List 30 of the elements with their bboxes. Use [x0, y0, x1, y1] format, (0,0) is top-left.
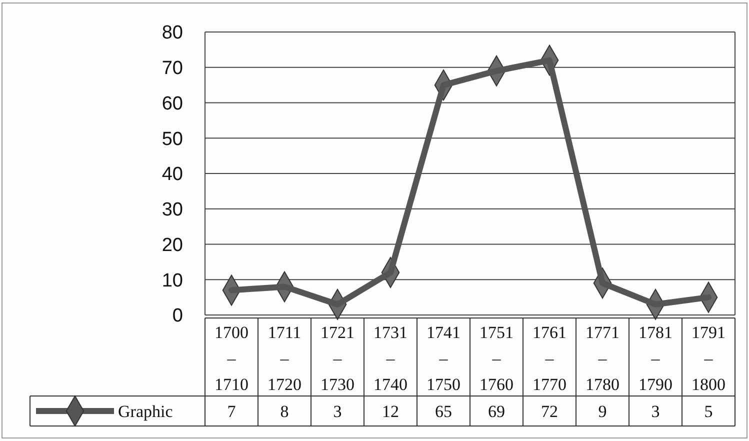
data-label: 3 — [333, 402, 342, 421]
y-tick-label: 60 — [162, 93, 183, 114]
y-tick-label: 20 — [162, 234, 183, 256]
data-label: 9 — [598, 402, 607, 421]
x-tick-label: 1741–1750 — [426, 323, 460, 394]
y-tick-label: 50 — [162, 128, 183, 150]
data-label: 5 — [704, 402, 713, 421]
y-tick-label: 30 — [162, 200, 183, 221]
y-tick-label: 70 — [162, 58, 183, 80]
x-tick-label: 1761–1770 — [532, 323, 566, 394]
x-tick-label: 1731–1740 — [374, 323, 408, 394]
data-label: 8 — [280, 402, 289, 421]
x-tick-label: 1700–1710 — [214, 323, 248, 394]
data-label: 72 — [541, 402, 558, 421]
x-tick-label: 1781–1790 — [638, 323, 672, 394]
x-tick-label: 1791–1800 — [692, 323, 726, 394]
x-tick-label: 1751–1760 — [480, 323, 514, 394]
data-label: 69 — [488, 402, 505, 421]
data-label: 3 — [651, 402, 660, 421]
data-label: 12 — [382, 402, 399, 421]
x-tick-label: 1711–1720 — [268, 323, 302, 394]
y-tick-label: 0 — [172, 306, 183, 327]
y-tick-label: 40 — [162, 164, 183, 186]
x-tick-label: 1721–1730 — [320, 323, 354, 394]
y-tick-label: 10 — [162, 270, 183, 292]
x-tick-label: 1771–1780 — [586, 323, 620, 394]
y-tick-label: 80 — [162, 22, 183, 44]
data-label: 65 — [435, 402, 452, 421]
legend-label: Graphic — [118, 402, 174, 421]
data-label: 7 — [227, 402, 236, 421]
